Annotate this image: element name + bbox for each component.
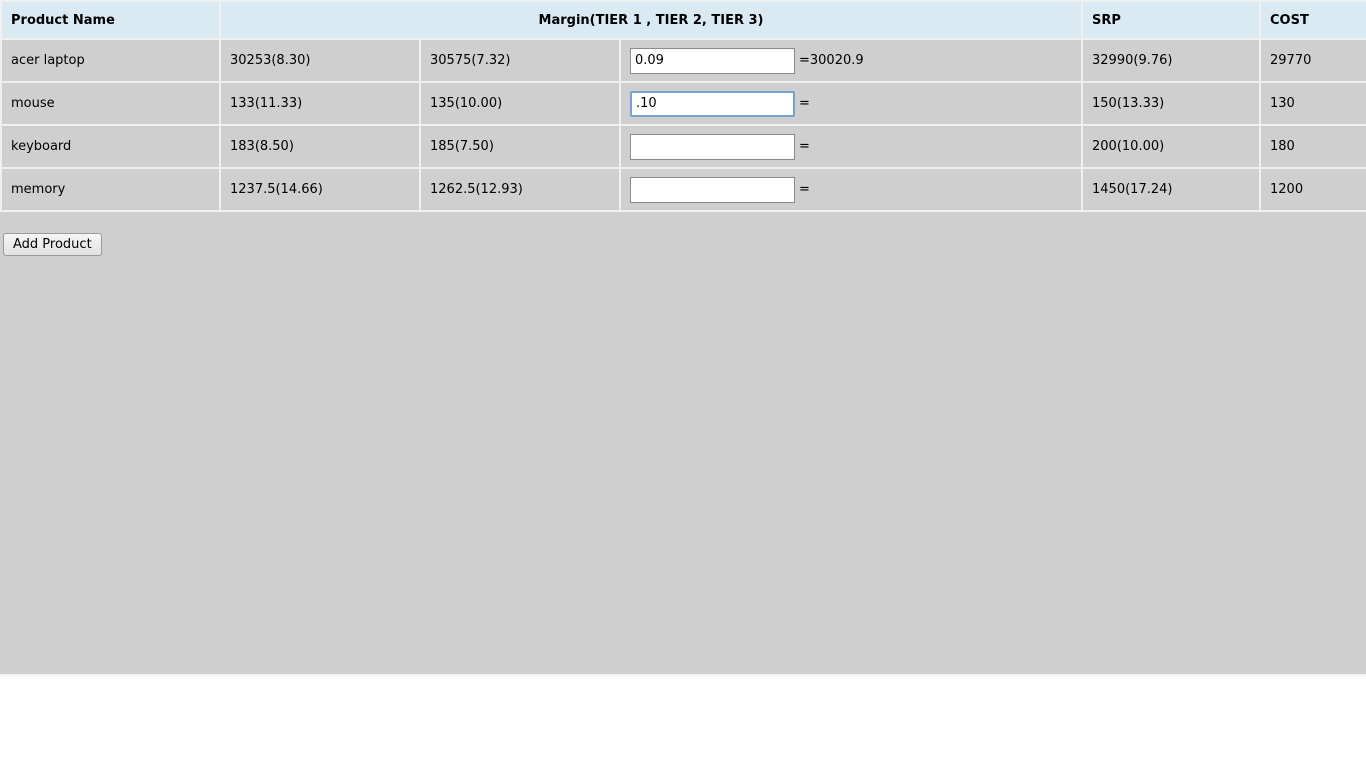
margin-input[interactable] <box>630 176 795 203</box>
product-name-cell: keyboard <box>0 124 221 169</box>
tier3-cell: = <box>618 167 1084 212</box>
srp-cell: 32990(9.76) <box>1081 38 1262 83</box>
product-name-cell: memory <box>0 167 221 212</box>
srp-cell: 150(13.33) <box>1081 81 1262 126</box>
tier1-cell: 30253(8.30) <box>219 38 421 83</box>
tier2-cell: 135(10.00) <box>419 81 621 126</box>
margin-result: =30020.9 <box>799 53 864 68</box>
cost-cell: 180 <box>1259 124 1366 169</box>
cost-cell: 1200 <box>1259 167 1366 212</box>
table-row: memory 1237.5(14.66) 1262.5(12.93) = 145… <box>0 167 1366 212</box>
table-row: keyboard 183(8.50) 185(7.50) = 200(10.00… <box>0 124 1366 169</box>
table-row: acer laptop 30253(8.30) 30575(7.32) =300… <box>0 38 1366 83</box>
tier2-cell: 1262.5(12.93) <box>419 167 621 212</box>
margin-input[interactable] <box>630 90 795 117</box>
tier2-cell: 30575(7.32) <box>419 38 621 83</box>
margin-result: = <box>799 182 810 197</box>
tier3-cell: = <box>618 81 1084 126</box>
tier3-cell: = <box>618 124 1084 169</box>
tier3-cell: =30020.9 <box>618 38 1084 83</box>
product-name-header: Product Name <box>0 0 221 40</box>
product-pricing-table: Product Name Margin(TIER 1 , TIER 2, TIE… <box>0 0 1366 212</box>
table-header-row: Product Name Margin(TIER 1 , TIER 2, TIE… <box>0 0 1366 40</box>
add-product-button[interactable]: Add Product <box>3 233 102 256</box>
srp-header: SRP <box>1081 0 1262 40</box>
tier1-cell: 183(8.50) <box>219 124 421 169</box>
product-name-cell: mouse <box>0 81 221 126</box>
cost-cell: 130 <box>1259 81 1366 126</box>
cost-header: COST <box>1259 0 1366 40</box>
srp-cell: 200(10.00) <box>1081 124 1262 169</box>
srp-cell: 1450(17.24) <box>1081 167 1262 212</box>
margin-header: Margin(TIER 1 , TIER 2, TIER 3) <box>218 0 1084 40</box>
cost-cell: 29770 <box>1259 38 1366 83</box>
tier2-cell: 185(7.50) <box>419 124 621 169</box>
margin-input[interactable] <box>630 133 795 160</box>
tier1-cell: 1237.5(14.66) <box>219 167 421 212</box>
margin-input[interactable] <box>630 47 795 74</box>
content-panel: Product Name Margin(TIER 1 , TIER 2, TIE… <box>0 0 1366 676</box>
table-row: mouse 133(11.33) 135(10.00) = 150(13.33)… <box>0 81 1366 126</box>
tier1-cell: 133(11.33) <box>219 81 421 126</box>
margin-result: = <box>799 139 810 154</box>
product-name-cell: acer laptop <box>0 38 221 83</box>
margin-result: = <box>799 96 810 111</box>
